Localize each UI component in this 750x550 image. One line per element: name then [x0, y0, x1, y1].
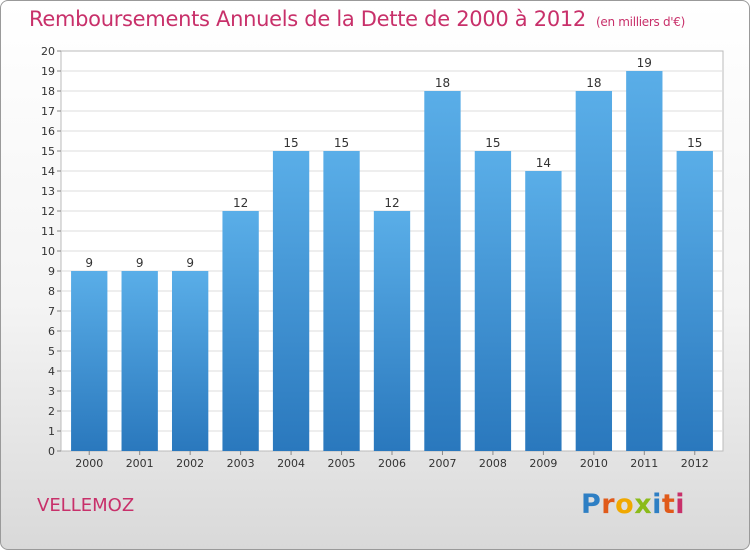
x-tick-label: 2006 [378, 457, 406, 470]
y-tick-label: 16 [41, 125, 55, 138]
x-tick-label: 2011 [630, 457, 658, 470]
y-tick-label: 3 [48, 385, 55, 398]
x-tick-label: 2003 [227, 457, 255, 470]
bars: 9 9 9 12 15 15 12 18 15 14 18 19 15 [71, 56, 713, 451]
bar [474, 151, 512, 451]
y-tick-label: 17 [41, 105, 55, 118]
y-tick-label: 1 [48, 425, 55, 438]
commune-name: VELLEMOZ [37, 495, 135, 516]
bar-value-label: 9 [136, 256, 144, 270]
x-tick-label: 2002 [176, 457, 204, 470]
x-tick-label: 2012 [681, 457, 709, 470]
y-tick-label: 15 [41, 145, 55, 158]
bar-value-label: 9 [85, 256, 93, 270]
x-tick-label: 2001 [126, 457, 154, 470]
bar [171, 271, 209, 451]
y-tick-label: 14 [41, 165, 55, 178]
logo-letter: i [652, 489, 662, 520]
chart-unit-note: (en milliers d'€) [596, 15, 686, 29]
x-tick-label: 2007 [428, 457, 456, 470]
bar [222, 211, 259, 451]
bar-value-label: 15 [334, 136, 349, 150]
bar [272, 151, 310, 451]
x-tick-label: 2005 [328, 457, 356, 470]
bar [373, 211, 411, 451]
logo-letter: i [675, 489, 686, 520]
logo-letter: t [661, 489, 676, 520]
y-tick-label: 9 [48, 265, 55, 278]
bar-value-label: 18 [586, 76, 601, 90]
logo-letter: o [615, 489, 635, 520]
proxiti-logo: Proxiti [581, 489, 685, 520]
y-tick-label: 10 [41, 245, 55, 258]
bar-value-label: 18 [435, 76, 450, 90]
bar-value-label: 9 [186, 256, 194, 270]
y-tick-label: 6 [48, 325, 55, 338]
x-tick-label: 2004 [277, 457, 305, 470]
y-tick-label: 5 [48, 345, 55, 358]
y-tick-label: 7 [48, 305, 55, 318]
logo-letter: x [634, 489, 653, 520]
logo-letter: P [581, 489, 602, 520]
y-tick-label: 4 [48, 365, 55, 378]
x-tick-label: 2009 [529, 457, 557, 470]
bar [525, 171, 562, 451]
x-tick-label: 2010 [580, 457, 608, 470]
x-tick-label: 2008 [479, 457, 507, 470]
x-axis: 2000 2001 2002 2003 2004 2005 2006 2007 2008 2009… [75, 451, 709, 470]
y-tick-label: 11 [41, 225, 55, 238]
y-tick-label: 8 [48, 285, 55, 298]
bar-value-label: 15 [283, 136, 298, 150]
y-tick-label: 18 [41, 85, 55, 98]
y-tick-label: 13 [41, 185, 55, 198]
y-tick-label: 12 [41, 205, 55, 218]
bar-value-label: 15 [687, 136, 702, 150]
logo-letter: r [601, 489, 616, 520]
bar [71, 271, 108, 451]
bar [424, 91, 461, 451]
bar-value-label: 12 [233, 196, 248, 210]
chart-title-text: Remboursements Annuels de la Dette de 20… [29, 7, 586, 31]
y-tick-label: 19 [41, 65, 55, 78]
chart-title: Remboursements Annuels de la Dette de 20… [29, 7, 685, 31]
y-tick-label: 0 [48, 445, 55, 458]
bar [121, 271, 158, 451]
bar-value-label: 15 [485, 136, 500, 150]
bar-value-label: 19 [637, 56, 652, 70]
y-tick-label: 20 [41, 45, 55, 58]
bar-value-label: 14 [536, 156, 551, 170]
bar-value-label: 12 [384, 196, 399, 210]
bar [323, 151, 360, 451]
y-tick-label: 2 [48, 405, 55, 418]
bar [626, 71, 663, 451]
x-tick-label: 2000 [75, 457, 103, 470]
bar [676, 151, 713, 451]
bar [575, 91, 613, 451]
